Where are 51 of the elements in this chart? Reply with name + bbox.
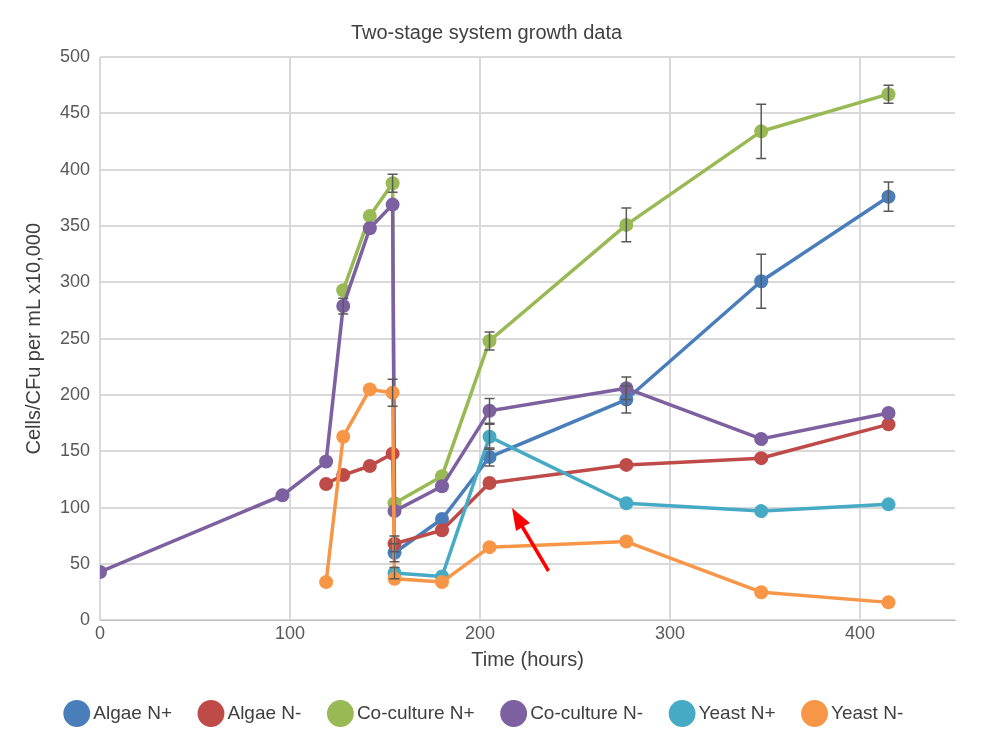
point [754,451,769,466]
point [881,406,896,421]
point [319,575,334,590]
legend-label: Yeast N+ [698,701,776,723]
point [619,534,634,549]
point [881,595,896,610]
x-tick-label: 0 [95,623,106,644]
point [362,221,377,236]
y-tick-label: 50 [70,553,91,574]
x-axis-title: Time (hours) [471,647,584,670]
point [754,431,769,446]
point [362,459,377,474]
y-tick-label: 150 [59,440,91,461]
x-tick-label: 300 [654,623,686,644]
point [362,208,377,223]
legend-label: Algae N- [227,701,302,723]
y-tick-label: 250 [59,327,91,348]
point [881,497,896,512]
y-tick-label: 450 [59,102,91,123]
y-tick-label: 200 [59,384,91,405]
point [754,504,769,519]
y-tick-label: 300 [59,271,91,292]
x-tick-label: 400 [844,623,876,644]
legend-label: Yeast N- [831,701,904,723]
legend-label: Co-culture N+ [356,701,475,723]
point [482,475,497,490]
point [619,217,634,232]
point [319,454,334,469]
y-tick-label: 0 [80,609,91,630]
point [435,575,450,590]
point [362,382,377,397]
point [435,523,450,538]
point [319,477,334,492]
y-tick-label: 350 [59,214,91,235]
y-tick-label: 100 [59,496,91,517]
y-tick-label: 400 [59,158,91,179]
point [619,496,634,511]
point [435,479,450,494]
x-tick-label: 200 [464,623,496,644]
legend-label: Algae N+ [93,701,172,723]
point [482,540,497,555]
legend-label: Co-culture N- [530,701,644,723]
point [275,488,290,503]
point [336,429,351,444]
y-axis-title: Cells/CFu per mL x10,000 [21,222,44,455]
x-tick-label: 100 [275,623,306,644]
chart-title: Two-stage system growth data [350,20,623,43]
y-tick-label: 500 [59,45,91,66]
point [619,457,634,472]
point [754,585,769,600]
point [385,197,400,212]
